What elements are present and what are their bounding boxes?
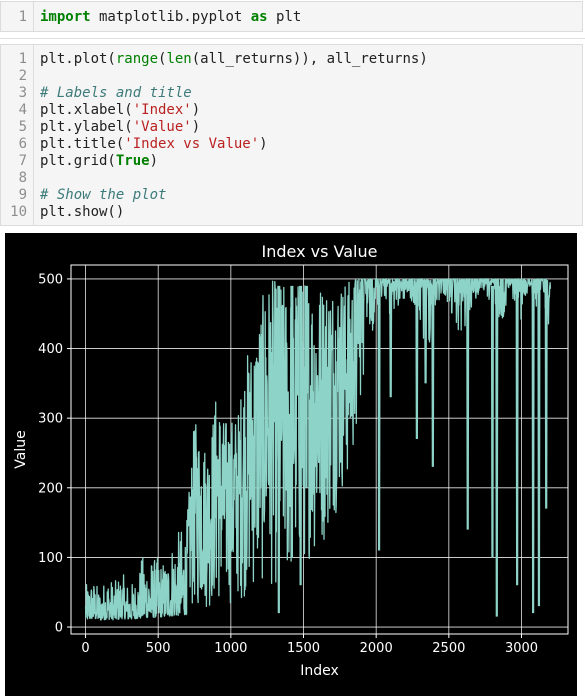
series-dip — [466, 285, 470, 530]
line-number: 10 — [10, 204, 27, 220]
line-number: 6 — [18, 136, 27, 152]
line-number: 1 — [18, 51, 27, 67]
x-tick-label: 500 — [146, 641, 171, 656]
code-text: plt.ylabel('Value') — [40, 119, 200, 136]
series-dip — [290, 285, 294, 558]
series-dip — [389, 285, 393, 398]
code-text: plt.xlabel('Index') — [40, 102, 200, 119]
x-tick-label: 1000 — [214, 641, 247, 656]
code-text: plt.show() — [40, 204, 124, 221]
line-number: 1 — [18, 9, 27, 25]
code-token: plt.title( — [40, 136, 125, 152]
series-dip — [495, 285, 499, 617]
line-chart: 0 500 1000 1500 2000 2500 3000 0 100 200 300 400 500… — [13, 242, 569, 679]
code-text: plt.grid(True) — [40, 153, 158, 170]
line-number: 8 — [18, 170, 27, 186]
code-token: 'Value' — [132, 119, 192, 135]
code-token: 'Index' — [132, 102, 192, 118]
code-text: # Show the plot — [40, 187, 166, 204]
y-tick-label: 0 — [55, 621, 63, 636]
series-dip — [377, 285, 381, 551]
x-tick-label: 2000 — [360, 641, 393, 656]
code-token: ) — [259, 136, 268, 152]
line-number: 7 — [18, 153, 27, 169]
code-token: import — [40, 9, 91, 25]
series-dip — [424, 285, 428, 384]
series-dip — [531, 285, 535, 614]
code-token: plt.ylabel( — [40, 119, 133, 135]
code-token: ( — [158, 51, 167, 67]
series-dip — [490, 285, 494, 558]
x-tick-label: 2500 — [432, 641, 465, 656]
line-number: 5 — [18, 119, 27, 135]
series-dip — [304, 285, 308, 488]
code-text: # Labels and title — [40, 85, 192, 102]
x-tick-label: 0 — [81, 641, 89, 656]
y-tick-label: 100 — [38, 551, 63, 566]
code-token: 'Index vs Value' — [124, 136, 260, 152]
code-token: ) — [191, 119, 201, 135]
series-dip — [431, 285, 435, 467]
code-token: range — [115, 51, 159, 67]
code-token: (all_returns)), all_returns) — [191, 51, 428, 67]
code-cell-plot[interactable]: 1 plt.plot(range(len(all_returns)), all_r… — [0, 44, 583, 226]
code-token: plt.show() — [40, 204, 125, 220]
line-number-gutter — [33, 2, 34, 31]
code-text: plt.title('Index vs Value') — [40, 136, 268, 153]
x-tick-label: 1500 — [287, 641, 320, 656]
y-axis-label: Value — [13, 430, 29, 468]
series-dip — [277, 285, 281, 614]
series-dip — [537, 285, 541, 607]
line-number: 9 — [18, 187, 27, 203]
code-token: len — [166, 51, 192, 67]
line-number-gutter — [33, 45, 34, 225]
code-text: import matplotlib.pyplot as plt — [40, 9, 301, 26]
code-text: plt.plot(range(len(all_returns)), all_re… — [40, 51, 428, 68]
code-token: # Labels and title — [40, 85, 192, 101]
plot-output: 0 500 1000 1500 2000 2500 3000 0 100 200 300 400 500… — [5, 233, 577, 696]
line-number: 2 — [18, 68, 27, 84]
y-tick-label: 300 — [38, 412, 63, 427]
series-dip — [515, 285, 519, 586]
code-token: plt.xlabel( — [40, 102, 133, 118]
cell-divider — [0, 38, 585, 39]
series-dip — [299, 285, 303, 586]
series-line — [84, 278, 552, 621]
code-cell-import[interactable]: 1 import matplotlib.pyplot as plt — [0, 1, 583, 32]
code-token: plt.grid( — [40, 153, 116, 169]
y-tick-label: 200 — [38, 481, 63, 496]
chart-title: Index vs Value — [262, 242, 378, 261]
code-token: # Show the plot — [40, 187, 167, 203]
code-token: plt.plot( — [40, 51, 116, 67]
series-dip — [544, 285, 548, 509]
x-axis-label: Index — [300, 663, 339, 679]
line-number: 4 — [18, 102, 27, 118]
series-dip — [415, 285, 419, 440]
code-token: as — [250, 9, 268, 25]
y-tick-label: 400 — [38, 342, 63, 357]
code-token: ) — [191, 102, 201, 118]
code-token: matplotlib.pyplot — [90, 9, 251, 25]
code-token: plt — [267, 9, 302, 25]
x-tick-label: 3000 — [505, 641, 538, 656]
y-tick-label: 500 — [38, 272, 63, 287]
line-number: 3 — [18, 85, 27, 101]
code-token: ) — [149, 153, 159, 169]
code-token: True — [115, 153, 150, 169]
